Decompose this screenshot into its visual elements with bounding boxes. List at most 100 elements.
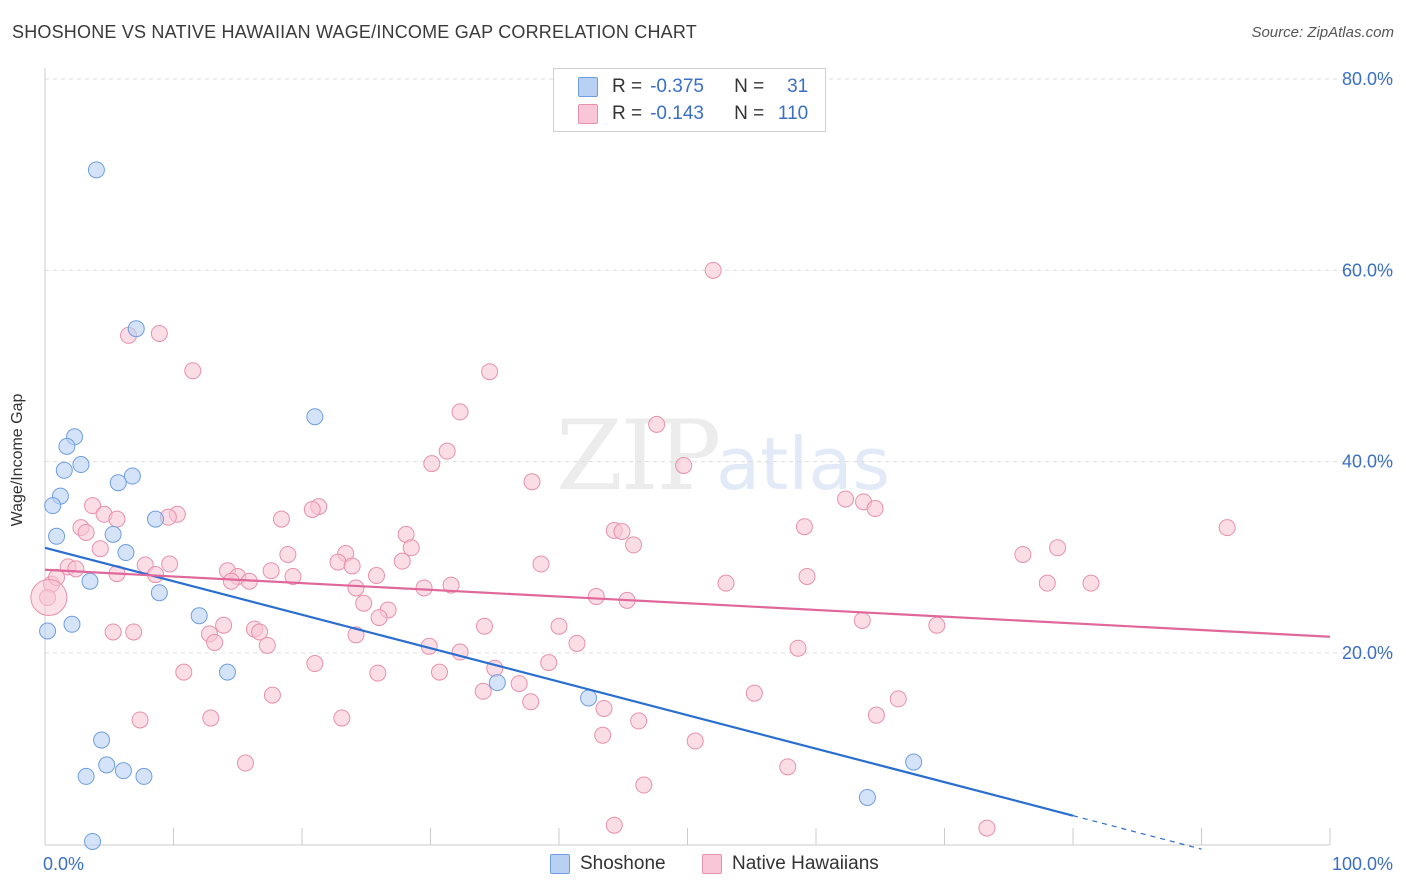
native-hawaiian-point [284, 567, 302, 585]
chart-title: SHOSHONE VS NATIVE HAWAIIAN WAGE/INCOME … [12, 22, 697, 42]
legend-swatch-blue [578, 77, 598, 97]
native-hawaiian-point [303, 501, 321, 518]
shoshone-point [858, 788, 876, 806]
shoshone-point [218, 663, 236, 681]
native-hawaiian-point [789, 639, 807, 657]
native-hawaiian-point [343, 557, 361, 575]
native-hawaiian-point [67, 560, 85, 578]
legend-row-native-hawaiians: R = -0.143 N = 110 [578, 102, 808, 126]
native-hawaiian-point [635, 776, 653, 794]
native-hawaiian-point [837, 490, 855, 508]
shoshone-point [488, 674, 506, 692]
native-hawaiian-point [175, 663, 193, 681]
shoshone-point [58, 437, 76, 455]
native-hawaiian-point [370, 609, 388, 627]
native-hawaiian-point [438, 442, 456, 460]
native-hawaiian-point [686, 732, 704, 750]
y-tick-label: 40.0% [1342, 452, 1393, 472]
native-hawaiian-point [258, 636, 276, 654]
shoshone-point [84, 832, 102, 850]
legend-n-value: 31 [787, 76, 809, 97]
legend-n-label: N = [734, 103, 765, 124]
native-hawaiian-point [131, 711, 149, 729]
shoshone-point [48, 527, 66, 545]
y-tick-label: 20.0% [1342, 643, 1393, 663]
native-hawaiian-point [1014, 545, 1032, 563]
native-hawaiian-point [475, 617, 493, 635]
bottom-legend-label: Shoshone [580, 853, 666, 874]
shoshone-point [580, 689, 598, 707]
native-hawaiian-point [236, 754, 254, 772]
native-hawaiian-point [251, 623, 269, 641]
shoshone-point [44, 497, 62, 515]
native-hawaiian-point [423, 455, 441, 473]
native-hawaiian-point [104, 623, 122, 641]
native-hawaiian-point [630, 712, 648, 730]
watermark-atlas: atlas [716, 422, 890, 506]
shoshone-point [190, 607, 208, 625]
shoshone-point [81, 572, 99, 590]
native-hawaiian-point [798, 567, 816, 585]
native-hawaiian-point [125, 623, 143, 641]
native-hawaiian-point [779, 758, 797, 776]
native-hawaiian-point [430, 663, 448, 681]
legend-row-shoshone: R = -0.375 N = 31 [578, 75, 808, 99]
native-hawaiian-point [648, 415, 666, 433]
native-hawaiian-point [91, 540, 109, 558]
native-hawaiian-point [1082, 574, 1100, 592]
native-hawaiian-point [550, 617, 568, 635]
source-credit: Source: ZipAtlas.com [1251, 24, 1394, 41]
native-hawaiian-point [279, 545, 297, 563]
legend-n-label: N = [734, 76, 765, 97]
shoshone-point [93, 731, 111, 749]
bottom-legend-label: Native Hawaiians [732, 853, 879, 874]
native-hawaiian-point [369, 664, 387, 682]
native-hawaiian-point [262, 562, 280, 580]
native-hawaiian-large-point [30, 579, 68, 617]
shoshone-point [135, 767, 153, 785]
shoshone-point [150, 584, 168, 602]
legend-r-label: R = [612, 76, 643, 97]
native-hawaiian-point [866, 500, 884, 518]
native-hawaiian-point [605, 816, 623, 834]
shoshone-point [127, 320, 145, 338]
native-hawaiian-point [522, 693, 540, 711]
shoshone-point [117, 544, 135, 562]
data-points [30, 161, 1236, 850]
legend-r-label: R = [612, 103, 643, 124]
native-hawaiian-point [568, 634, 586, 652]
trend-lines [44, 546, 1331, 850]
native-hawaiian-point [272, 510, 290, 528]
shoshone-trend-line [44, 546, 1074, 817]
native-hawaiian-point [329, 553, 347, 571]
native-hawaiian-point [402, 539, 420, 557]
native-hawaiian-point [206, 633, 224, 651]
native-hawaiian-point [481, 363, 499, 381]
native-hawaiian-point [451, 403, 469, 421]
native-hawaiian-point [347, 579, 365, 597]
bottom-swatch-blue [550, 854, 570, 874]
native-hawaiian-trend-line [44, 568, 1331, 638]
shoshone-trend-extension [1072, 815, 1202, 850]
shoshone-point [114, 762, 132, 780]
native-hawaiian-point [625, 536, 643, 554]
y-tick-label: 80.0% [1342, 69, 1393, 89]
shoshone-point [55, 461, 73, 479]
bottom-legend-shoshone: Shoshone [550, 852, 666, 876]
grid-lines [45, 78, 1393, 654]
native-hawaiian-point [978, 819, 996, 837]
native-hawaiian-point [84, 497, 102, 515]
native-hawaiian-point [474, 682, 492, 700]
native-hawaiian-point [594, 726, 612, 744]
native-hawaiian-point [717, 574, 735, 592]
x-tick-label: 100.0% [1332, 854, 1393, 874]
shoshone-point [63, 615, 81, 633]
native-hawaiian-point [393, 552, 411, 570]
shoshone-point [98, 756, 116, 774]
bottom-swatch-pink [702, 854, 722, 874]
shoshone-point [306, 408, 324, 426]
native-hawaiian-point [532, 555, 550, 573]
native-hawaiian-point [1218, 519, 1236, 537]
native-hawaiian-point [161, 555, 179, 573]
